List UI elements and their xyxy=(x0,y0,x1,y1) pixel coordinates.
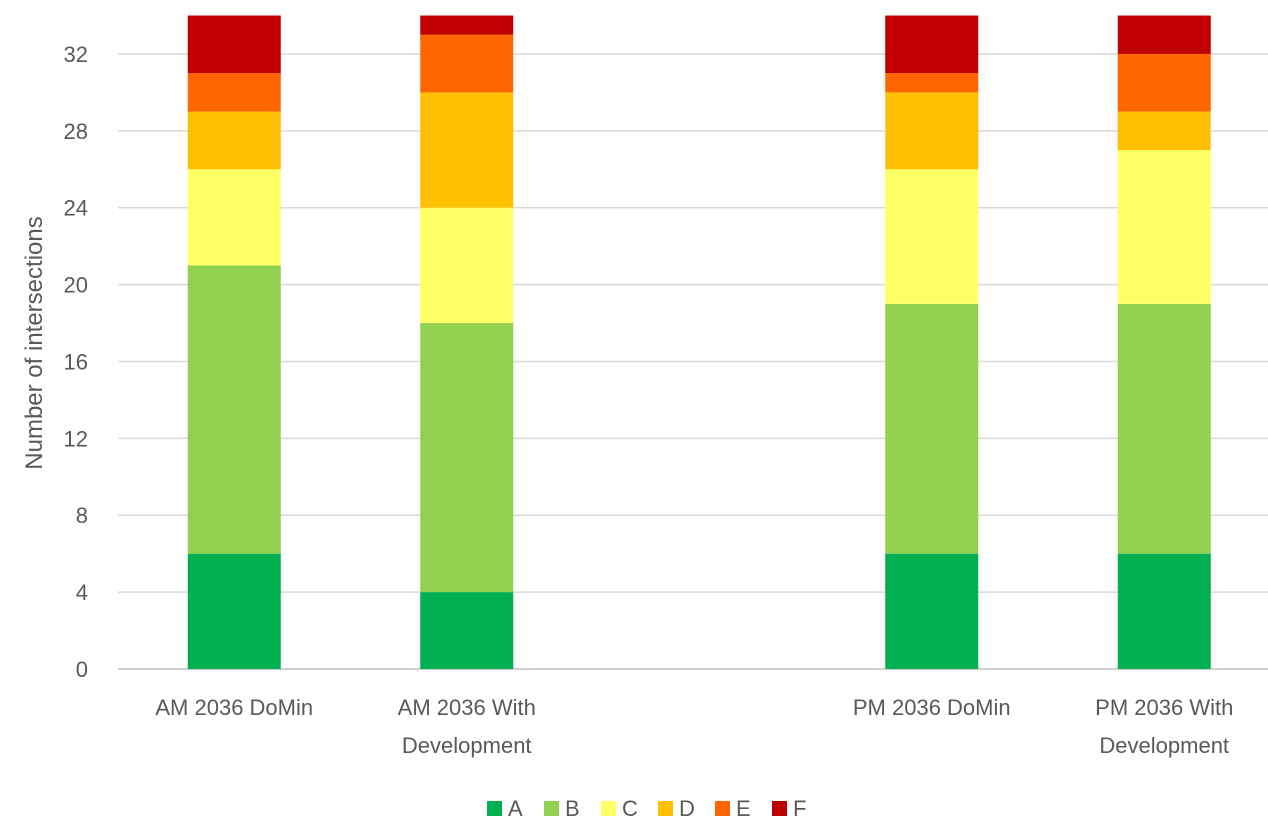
legend-label-d: D xyxy=(679,796,695,821)
x-axis-category-labels: AM 2036 DoMin AM 2036 With Development PM 2… xyxy=(155,695,1233,758)
y-axis-ticks: 0 4 8 12 16 20 24 28 32 xyxy=(64,42,88,682)
y-tick-label: 12 xyxy=(64,426,88,451)
legend-label-f: F xyxy=(793,796,806,821)
x-category-label: PM 2036 DoMin xyxy=(853,695,1011,720)
y-tick-label: 8 xyxy=(76,503,88,528)
bar-segment-b xyxy=(1117,303,1211,554)
x-category-label: AM 2036 DoMin xyxy=(155,695,313,720)
y-tick-label: 4 xyxy=(76,580,88,605)
x-category-label: Development xyxy=(1099,733,1229,758)
bar-segment-e xyxy=(187,73,281,112)
legend-swatch-e xyxy=(715,801,730,816)
bar-segment-a xyxy=(187,553,281,669)
bar-segment-a xyxy=(1117,553,1211,669)
y-axis-title: Number of intersections xyxy=(21,216,48,469)
y-tick-label: 20 xyxy=(64,273,88,298)
y-tick-label: 16 xyxy=(64,349,88,374)
x-category-label: Development xyxy=(402,733,532,758)
bar-segment-b xyxy=(187,265,281,554)
bar-segment-d xyxy=(885,92,979,170)
bar-segment-f xyxy=(885,15,979,74)
bar-segment-c xyxy=(187,169,281,266)
bar-segment-c xyxy=(1117,150,1211,304)
bar-segment-a xyxy=(420,592,514,669)
bar-segment-e xyxy=(420,34,514,93)
bar-segment-d xyxy=(420,92,514,208)
bar-segment-f xyxy=(420,15,514,35)
y-tick-label: 32 xyxy=(64,42,88,67)
y-tick-label: 0 xyxy=(76,657,88,682)
bar-segment-d xyxy=(1117,111,1211,151)
legend-label-a: A xyxy=(508,796,523,821)
bar-segment-c xyxy=(420,207,514,324)
legend-swatch-d xyxy=(658,801,673,816)
legend-swatch-c xyxy=(601,801,616,816)
bar-segment-f xyxy=(187,15,281,74)
x-category-label: AM 2036 With xyxy=(398,695,536,720)
bar-segment-c xyxy=(885,169,979,304)
bar-segment-e xyxy=(885,73,979,93)
x-category-label: PM 2036 With xyxy=(1095,695,1233,720)
legend-swatch-a xyxy=(487,801,502,816)
legend-swatch-b xyxy=(544,801,559,816)
y-tick-label: 28 xyxy=(64,119,88,144)
bar-segment-b xyxy=(420,323,514,593)
gridlines xyxy=(118,53,1268,670)
bar-segment-b xyxy=(885,303,979,554)
legend-label-c: C xyxy=(622,796,638,821)
legend-label-b: B xyxy=(565,796,580,821)
bar-segment-a xyxy=(885,553,979,669)
bar-segment-f xyxy=(1117,15,1211,54)
legend-label-e: E xyxy=(736,796,751,821)
bar-stacks xyxy=(187,15,1211,669)
legend-swatch-f xyxy=(772,801,787,816)
bar-segment-e xyxy=(1117,53,1211,112)
legend: A B C D E F xyxy=(487,796,806,821)
y-tick-label: 24 xyxy=(64,196,88,221)
bar-segment-d xyxy=(187,111,281,170)
